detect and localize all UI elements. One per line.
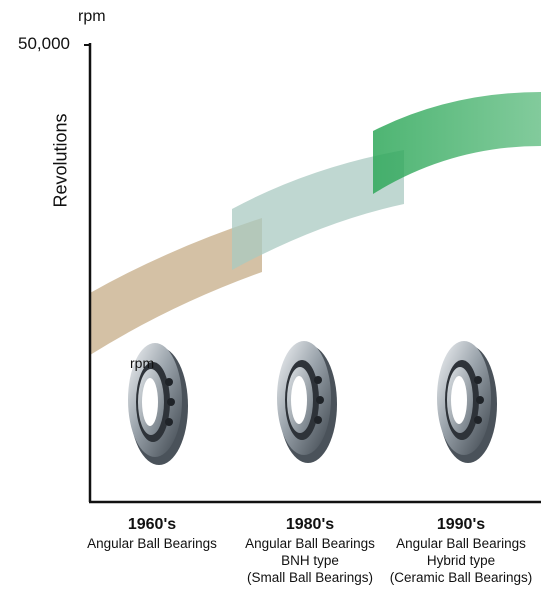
overlay-rpm-label: rpm xyxy=(130,355,154,371)
era-line: (Small Ball Bearings) xyxy=(246,570,374,585)
era-1960s: 1960's Angular Ball Bearings xyxy=(57,515,247,552)
y-tick-label: 50,000 xyxy=(18,34,70,53)
era-1980s: 1980's Angular Ball Bearings BNH type (S… xyxy=(215,515,405,586)
era-line: Angular Ball Bearings xyxy=(87,536,217,551)
y-axis-title: Revolutions xyxy=(50,113,71,208)
bearing-icon xyxy=(277,341,337,463)
band-1990s xyxy=(373,92,541,194)
era-line: Angular Ball Bearings xyxy=(396,536,526,551)
bearing-icon xyxy=(128,343,188,465)
band-1980s xyxy=(232,150,404,270)
bearing-icon xyxy=(437,341,497,463)
era-line: (Ceramic Ball Bearings) xyxy=(389,570,533,585)
era-1990s: 1990's Angular Ball Bearings Hybrid type… xyxy=(366,515,541,586)
era-line: BNH type xyxy=(281,553,339,568)
band-1960s xyxy=(90,218,262,355)
era-year: 1960's xyxy=(127,516,177,533)
era-year: 1980's xyxy=(285,516,335,533)
era-line: Hybrid type xyxy=(426,553,496,568)
y-unit-label: rpm xyxy=(78,8,106,25)
era-line: Angular Ball Bearings xyxy=(245,536,375,551)
era-year: 1990's xyxy=(436,516,486,533)
